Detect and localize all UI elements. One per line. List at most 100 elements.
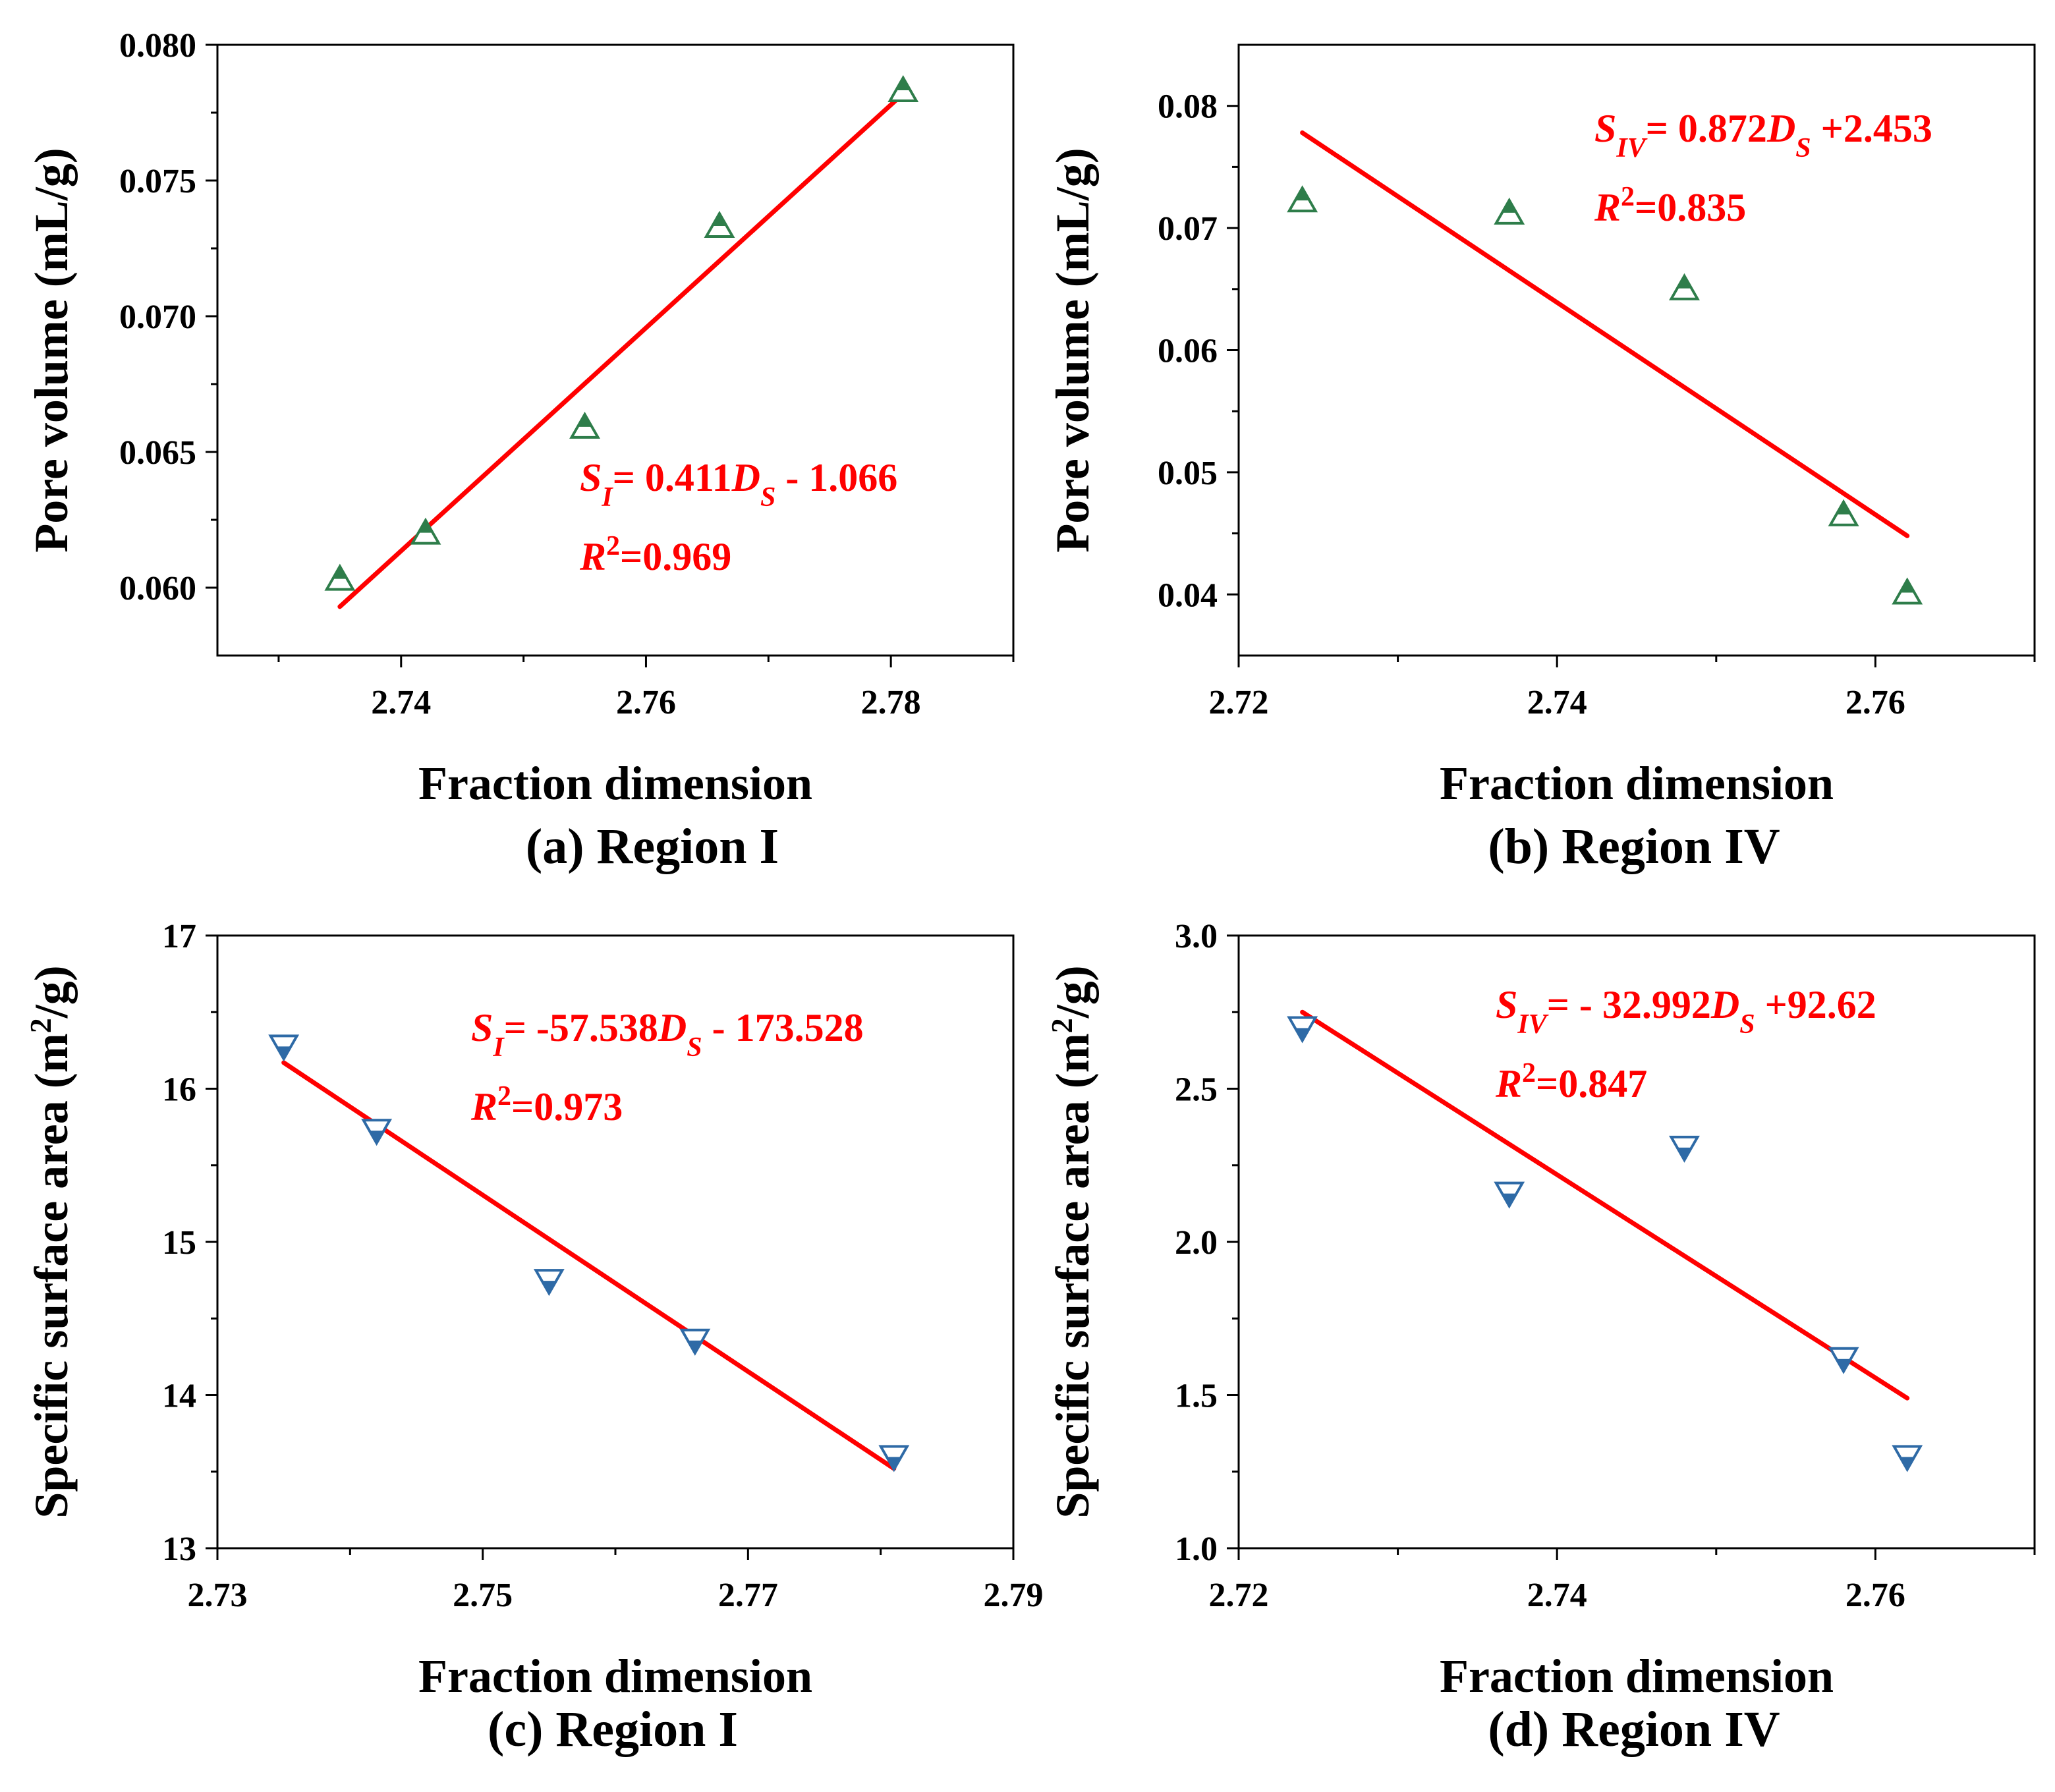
marker-fill bbox=[276, 1046, 292, 1059]
y-tick-label: 0.05 bbox=[1158, 455, 1218, 492]
data-point bbox=[1669, 273, 1700, 300]
x-tick-label: 2.76 bbox=[1845, 1577, 1905, 1614]
fit-equation: SIV= 0.872DS +2.453 bbox=[1594, 107, 1932, 163]
data-point bbox=[1494, 1181, 1525, 1209]
fit-equation: SIV= - 32.992DS +92.62 bbox=[1496, 983, 1876, 1040]
x-axis-title: Fraction dimension bbox=[418, 757, 812, 810]
data-point bbox=[1287, 185, 1318, 213]
y-tick-label: 3.0 bbox=[1175, 918, 1218, 955]
y-tick-label: 0.06 bbox=[1158, 333, 1218, 370]
data-point bbox=[887, 75, 919, 103]
data-point bbox=[410, 517, 441, 545]
marker-fill bbox=[895, 78, 911, 91]
x-tick-label: 2.72 bbox=[1209, 1577, 1269, 1614]
y-tick-label: 0.075 bbox=[119, 163, 196, 200]
fit-equation: SI= 0.411DS - 1.066 bbox=[580, 456, 897, 513]
marker-fill bbox=[886, 1457, 902, 1470]
y-axis-title: Specific surface area (m2/g) bbox=[1045, 965, 1100, 1518]
y-tick-label: 0.065 bbox=[119, 434, 196, 472]
y-axis-title: Pore volume (mL/g) bbox=[25, 148, 78, 553]
data-point bbox=[1494, 197, 1525, 225]
panel-caption: (d) Region IV bbox=[1488, 1702, 1780, 1757]
y-tick-label: 14 bbox=[162, 1378, 196, 1415]
chart-panel-a: 2.74 2.76 2.78 0.060 0.065 0.070 0.075 0.080 Fra… bbox=[25, 27, 1015, 874]
y-tick-label: 1.5 bbox=[1175, 1378, 1218, 1415]
y-axis-title: Pore volume (mL/g) bbox=[1046, 148, 1099, 553]
marker-fill bbox=[577, 414, 593, 427]
marker-fill bbox=[369, 1131, 385, 1144]
x-axis-title: Fraction dimension bbox=[1440, 757, 1834, 810]
y-tick-label: 17 bbox=[162, 918, 196, 955]
marker-fill bbox=[1836, 501, 1851, 515]
y-tick-label: 0.060 bbox=[119, 570, 196, 607]
marker-fill bbox=[1900, 1457, 1915, 1470]
y-axis-title: Specific surface area (m2/g) bbox=[24, 965, 78, 1518]
marker-fill bbox=[332, 566, 348, 579]
data-point bbox=[361, 1119, 393, 1146]
y-tick-label: 15 bbox=[162, 1224, 196, 1262]
x-tick-label: 2.72 bbox=[1209, 684, 1269, 721]
x-tick-label: 2.74 bbox=[1527, 1577, 1587, 1614]
r-squared: R2=0.969 bbox=[579, 531, 731, 578]
marker-fill bbox=[1836, 1358, 1851, 1372]
r-squared: R2=0.973 bbox=[470, 1081, 623, 1129]
y-tick-label: 0.070 bbox=[119, 298, 196, 336]
marker-fill bbox=[1676, 275, 1693, 289]
data-point bbox=[1669, 1135, 1700, 1163]
fit-line bbox=[1300, 1009, 1910, 1401]
x-tick-label: 2.74 bbox=[371, 684, 431, 721]
data-point bbox=[1828, 499, 1859, 526]
chart-panel-c: 2.73 2.75 2.77 2.79 13 14 15 16 17 Fraction dimen… bbox=[24, 918, 1044, 1757]
data-point bbox=[878, 1445, 910, 1472]
marker-fill bbox=[1295, 1028, 1310, 1041]
r-squared: R2=0.835 bbox=[1594, 182, 1746, 229]
x-tick-label: 2.76 bbox=[616, 684, 676, 721]
fit-line bbox=[1300, 130, 1910, 538]
fit-line bbox=[337, 91, 906, 609]
y-tick-label: 0.080 bbox=[119, 27, 196, 65]
panel-caption: (b) Region IV bbox=[1488, 819, 1780, 874]
marker-fill bbox=[541, 1281, 557, 1294]
marker-fill bbox=[418, 520, 434, 533]
fit-equation: SI= -57.538DS - 173.528 bbox=[471, 1006, 864, 1063]
data-point bbox=[704, 211, 735, 238]
data-point bbox=[268, 1034, 300, 1062]
x-axis-title: Fraction dimension bbox=[418, 1650, 812, 1702]
x-axis-title: Fraction dimension bbox=[1440, 1650, 1834, 1702]
y-tick-label: 0.04 bbox=[1158, 576, 1218, 614]
r-squared: R2=0.847 bbox=[1495, 1058, 1647, 1106]
y-tick-label: 0.07 bbox=[1158, 210, 1218, 248]
data-point bbox=[324, 563, 356, 591]
x-tick-label: 2.78 bbox=[861, 684, 921, 721]
marker-fill bbox=[1502, 200, 1517, 213]
marker-fill bbox=[687, 1340, 703, 1353]
y-tick-label: 1.0 bbox=[1175, 1530, 1218, 1568]
marker-fill bbox=[1502, 1193, 1517, 1206]
marker-fill bbox=[1900, 580, 1915, 593]
data-point bbox=[569, 411, 600, 439]
data-point bbox=[1892, 1445, 1923, 1472]
x-tick-label: 2.77 bbox=[718, 1577, 778, 1614]
data-point bbox=[533, 1269, 565, 1297]
data-point bbox=[1828, 1347, 1859, 1374]
y-tick-label: 2.5 bbox=[1175, 1071, 1218, 1109]
x-tick-label: 2.74 bbox=[1527, 684, 1587, 721]
panel-caption: (a) Region I bbox=[526, 819, 779, 874]
y-tick-label: 16 bbox=[162, 1071, 196, 1109]
x-tick-label: 2.79 bbox=[984, 1577, 1044, 1614]
panel-caption: (c) Region I bbox=[488, 1702, 738, 1757]
data-point bbox=[1892, 577, 1923, 605]
data-point bbox=[1287, 1016, 1318, 1044]
y-tick-label: 0.08 bbox=[1158, 88, 1218, 126]
x-tick-label: 2.73 bbox=[188, 1577, 248, 1614]
x-tick-label: 2.75 bbox=[453, 1577, 513, 1614]
y-tick-label: 2.0 bbox=[1175, 1224, 1218, 1262]
marker-fill bbox=[1295, 188, 1310, 201]
chart-panel-d: 2.72 2.74 2.76 1.0 1.5 2.0 2.5 3.0 Fraction dime… bbox=[1045, 918, 2036, 1757]
chart-panel-b: 2.72 2.74 2.76 0.04 0.05 0.06 0.07 0.08 Fraction… bbox=[1046, 43, 2036, 874]
x-tick-label: 2.76 bbox=[1845, 684, 1905, 721]
y-tick-label: 13 bbox=[162, 1530, 196, 1568]
plot-frame bbox=[216, 43, 1015, 657]
data-point bbox=[679, 1328, 711, 1356]
